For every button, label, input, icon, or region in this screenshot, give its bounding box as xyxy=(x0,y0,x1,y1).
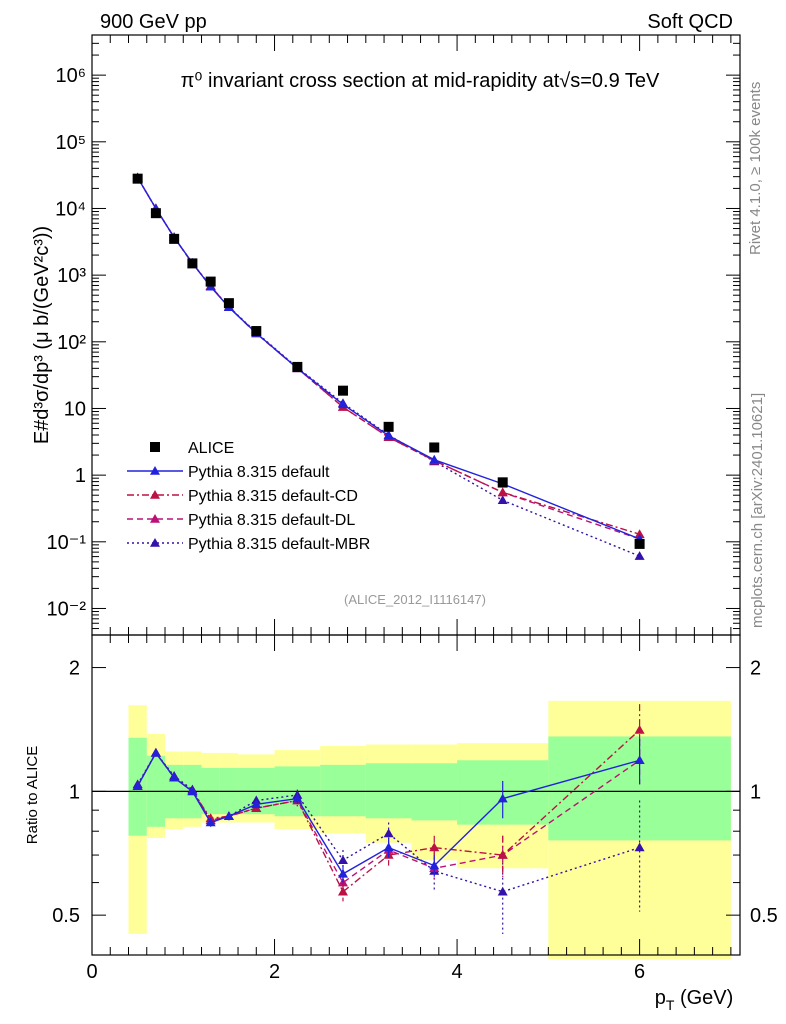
header-right: Soft QCD xyxy=(647,11,733,33)
legend-label: Pythia 8.315 default xyxy=(188,464,330,481)
ratio-point xyxy=(634,842,645,852)
ratio-xtick-label: 4 xyxy=(452,961,463,983)
data-point xyxy=(169,233,180,244)
data-point xyxy=(187,258,198,269)
ratio-ytick-label-right: 2 xyxy=(750,658,761,680)
data-point xyxy=(251,326,262,337)
legend-marker xyxy=(150,514,160,523)
analysis-id: (ALICE_2012_I1116147) xyxy=(344,592,486,607)
main-point xyxy=(497,487,508,497)
main-ytick-label: 10⁻² xyxy=(47,598,87,620)
main-point xyxy=(383,430,394,440)
main-point xyxy=(337,399,348,409)
ratio-panel: 0.5 0.5 1 1 2 2 0 2 4 6 Ratio to ALICE pT (GeV) xyxy=(24,634,778,1013)
ratio-point xyxy=(337,855,348,864)
ratio-point xyxy=(251,799,262,809)
rivet-label: Rivet 4.1.0, ≥ 100k events xyxy=(747,82,764,255)
ratio-point xyxy=(132,781,143,790)
data-point xyxy=(292,361,303,372)
header-left: 900 GeV pp xyxy=(100,11,207,33)
legend-label: ALICE xyxy=(188,440,234,457)
main-ytick-label: 10⁶ xyxy=(56,65,86,87)
ratio-point xyxy=(150,747,161,757)
stat-unc-band xyxy=(320,764,366,817)
ratio-point xyxy=(337,868,348,878)
main-panel: 10⁻² 10⁻¹ 1 10 10² 10³ 10⁴ 10⁵ 10⁶ π⁰ invariant … xyxy=(31,34,741,636)
main-line-1 xyxy=(136,177,640,540)
main-line-3 xyxy=(136,177,640,540)
ratio-ytick-label-left: 0.5 xyxy=(52,905,80,927)
legend-label: Pythia 8.315 default-DL xyxy=(188,512,355,529)
data-point xyxy=(429,442,440,453)
legend-label: Pythia 8.315 default-MBR xyxy=(188,536,370,553)
ratio-ylabel: Ratio to ALICE xyxy=(24,746,41,844)
main-ytick-label: 10 xyxy=(64,398,86,420)
data-point xyxy=(150,208,161,219)
data-point xyxy=(634,538,645,549)
legend: ALICE Pythia 8.315 default Pythia 8.315 de… xyxy=(127,440,370,553)
ratio-ytick-label-left: 2 xyxy=(69,658,80,680)
data-point xyxy=(337,385,348,396)
legend-marker-alice xyxy=(150,442,160,452)
main-ytick-label: 10⁵ xyxy=(55,132,86,154)
ratio-point xyxy=(205,817,216,827)
main-ylabel: E#d³σ/dp³ (μ b/(GeV²c³)) xyxy=(31,226,53,444)
ratio-xtick-label: 2 xyxy=(269,961,280,983)
ratio-point xyxy=(429,842,440,852)
legend-marker xyxy=(150,538,160,547)
ratio-ytick-label-right: 1 xyxy=(750,781,761,803)
ratio-point xyxy=(292,793,303,803)
ratio-xlabel: pT (GeV) xyxy=(655,987,734,1013)
main-ytick-label: 10⁻¹ xyxy=(47,532,87,554)
source-label: mcplots.cern.ch [arXiv:2401.10621] xyxy=(749,393,766,628)
ratio-point xyxy=(497,850,508,859)
ratio-point xyxy=(223,811,234,820)
main-point xyxy=(634,529,645,538)
ratio-point xyxy=(187,786,198,796)
ratio-point xyxy=(634,724,645,734)
main-ytick-label: 10² xyxy=(57,332,86,354)
ratio-point xyxy=(383,828,394,838)
main-point xyxy=(634,551,645,560)
ratio-xtick-label: 6 xyxy=(634,961,645,983)
data-point xyxy=(497,477,508,488)
data-point xyxy=(132,173,143,184)
main-point xyxy=(497,495,508,505)
ratio-frame xyxy=(91,634,741,956)
ratio-point xyxy=(429,860,440,870)
legend-marker xyxy=(150,490,160,499)
legend-marker xyxy=(150,466,160,475)
data-point xyxy=(383,421,394,432)
data-point xyxy=(223,298,234,309)
data-point xyxy=(205,276,216,287)
ratio-point xyxy=(383,842,394,852)
main-ytick-label: 10³ xyxy=(57,265,86,287)
main-point xyxy=(429,454,440,464)
ratio-point xyxy=(634,755,645,765)
main-title: π⁰ invariant cross section at mid-rapidi… xyxy=(181,70,660,92)
main-ytick-label: 1 xyxy=(75,465,86,487)
ratio-point xyxy=(497,886,508,896)
legend-label: Pythia 8.315 default-CD xyxy=(188,488,358,505)
ratio-point xyxy=(497,793,508,803)
ratio-ytick-label-right: 0.5 xyxy=(750,905,778,927)
ratio-point xyxy=(337,886,348,896)
ratio-point xyxy=(169,772,180,782)
main-ytick-label: 10⁴ xyxy=(55,198,86,220)
ratio-ytick-label-left: 1 xyxy=(69,781,80,803)
ratio-xtick-label: 0 xyxy=(86,961,97,983)
